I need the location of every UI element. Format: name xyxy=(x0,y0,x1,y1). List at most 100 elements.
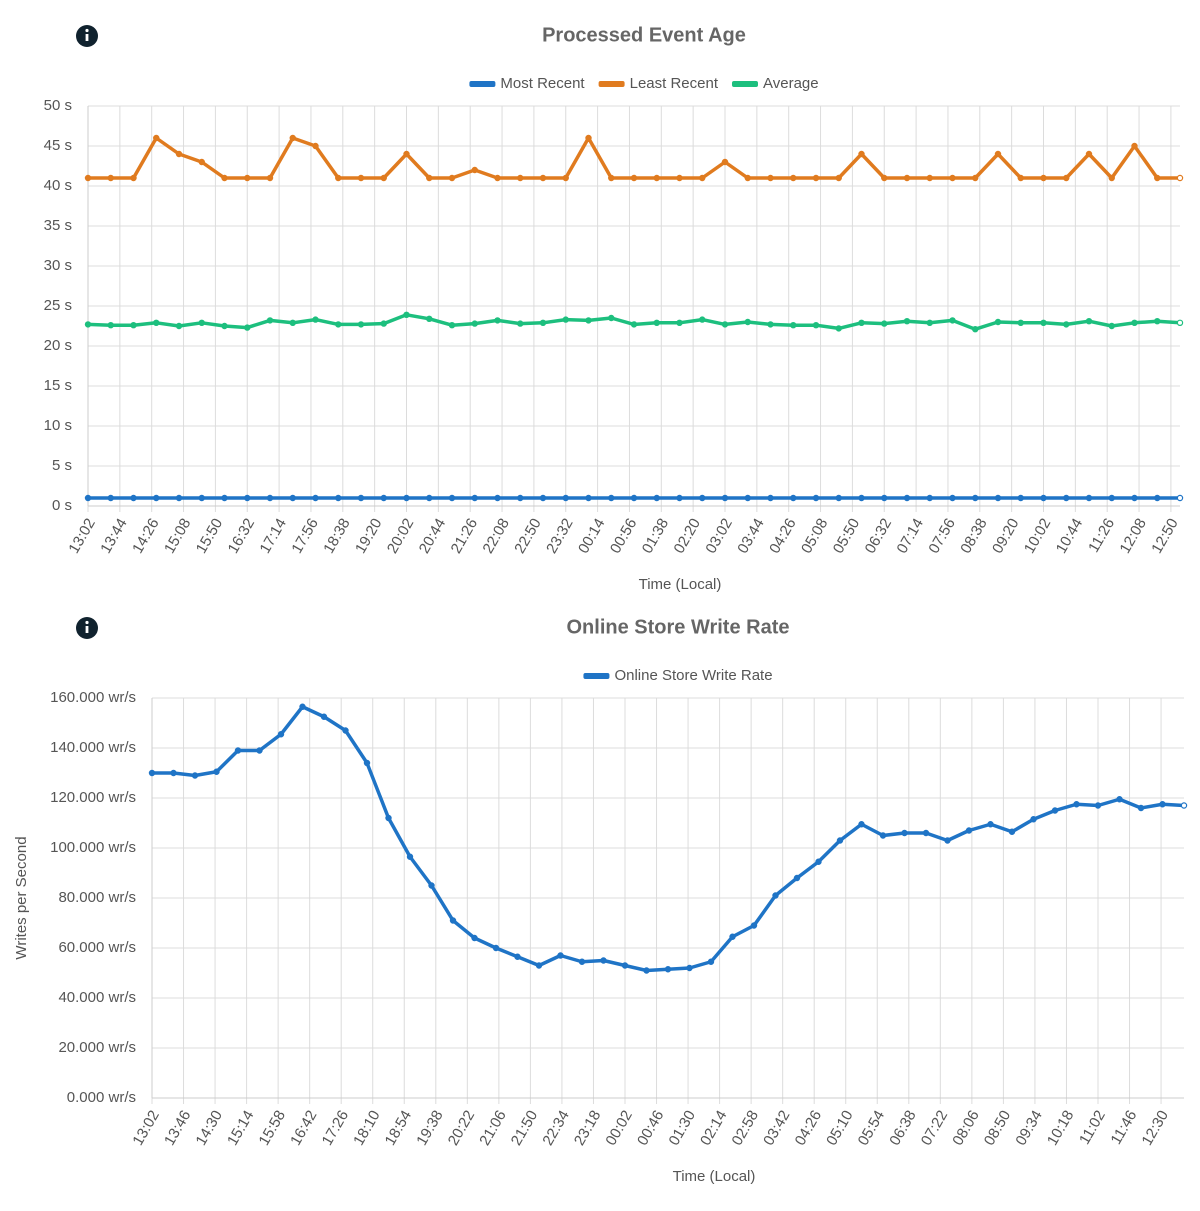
x-tick-label: 15:14 xyxy=(224,1107,257,1148)
x-tick-label: 17:26 xyxy=(319,1107,352,1148)
data-point xyxy=(707,958,715,965)
data-point xyxy=(608,314,615,322)
data-point xyxy=(686,964,693,972)
data-point xyxy=(448,494,456,502)
data-point xyxy=(562,316,569,323)
data-point xyxy=(772,892,779,899)
data-point xyxy=(403,311,410,318)
data-point xyxy=(949,174,956,182)
x-tick-label: 03:42 xyxy=(760,1107,793,1148)
x-tick-label: 19:38 xyxy=(413,1107,446,1148)
data-point xyxy=(357,494,365,502)
x-tick-label: 10:18 xyxy=(1044,1107,1077,1148)
data-point xyxy=(494,174,501,182)
data-point xyxy=(858,821,865,828)
legend-label: Average xyxy=(763,75,819,92)
x-tick-label: 00:46 xyxy=(634,1107,667,1148)
data-point xyxy=(1154,494,1161,502)
data-point xyxy=(608,174,615,182)
data-point xyxy=(1131,494,1138,502)
data-point xyxy=(1017,319,1024,326)
legend-swatch xyxy=(583,673,610,679)
data-point xyxy=(221,322,228,330)
data-point xyxy=(835,174,842,182)
x-tick-label: 11:02 xyxy=(1076,1107,1109,1147)
data-point xyxy=(266,317,274,324)
data-point xyxy=(492,944,500,952)
data-point xyxy=(221,174,228,182)
data-point xyxy=(812,494,820,502)
data-point xyxy=(494,494,501,502)
data-point xyxy=(744,318,751,326)
data-point xyxy=(130,494,137,502)
data-point xyxy=(600,957,607,964)
x-tick-label: 12:08 xyxy=(1116,515,1149,556)
data-point xyxy=(213,768,220,775)
data-point xyxy=(426,174,433,182)
x-tick-label: 06:32 xyxy=(862,515,895,556)
data-point xyxy=(643,967,650,974)
x-tick-label: 02:20 xyxy=(671,515,704,556)
data-point xyxy=(926,174,933,182)
chart-title: Processed Event Age xyxy=(542,24,746,46)
data-point xyxy=(289,134,296,142)
data-point xyxy=(881,494,888,502)
x-tick-label: 19:20 xyxy=(352,515,385,556)
x-tick-label: 18:54 xyxy=(382,1107,415,1148)
data-point xyxy=(1131,319,1138,326)
data-point xyxy=(858,150,865,158)
x-tick-label: 02:58 xyxy=(729,1107,762,1148)
data-point xyxy=(266,494,274,502)
y-tick-label: 160.000 wr/s xyxy=(50,689,136,706)
legend-item[interactable]: Average xyxy=(731,75,819,92)
data-point xyxy=(972,494,979,502)
data-point xyxy=(234,747,242,754)
data-point xyxy=(380,320,387,327)
y-tick-label: 5 s xyxy=(52,457,72,474)
y-tick-label: 50 s xyxy=(44,97,72,114)
data-point xyxy=(972,326,979,333)
y-tick-label: 140.000 wr/s xyxy=(50,739,136,756)
info-icon[interactable] xyxy=(76,617,98,639)
data-point xyxy=(342,727,349,734)
legend-swatch xyxy=(469,81,496,87)
data-point xyxy=(448,322,456,329)
data-point xyxy=(357,174,365,182)
y-tick-label: 100.000 wr/s xyxy=(50,839,136,856)
data-point xyxy=(922,829,930,837)
y-tick-label: 20 s xyxy=(44,337,72,354)
data-point xyxy=(380,494,387,502)
x-tick-label: 04:26 xyxy=(766,515,799,556)
legend-item[interactable]: Online Store Write Rate xyxy=(583,667,773,684)
data-point xyxy=(1063,174,1070,182)
data-point xyxy=(335,494,342,502)
info-icon[interactable] xyxy=(76,25,98,47)
x-tick-label: 00:02 xyxy=(602,1107,635,1148)
data-point xyxy=(881,320,888,327)
y-tick-label: 20.000 wr/s xyxy=(58,1039,136,1056)
data-point xyxy=(428,882,435,889)
legend-item[interactable]: Most Recent xyxy=(469,75,585,92)
data-point xyxy=(926,319,933,326)
chart-title: Online Store Write Rate xyxy=(566,616,789,638)
x-tick-label: 17:56 xyxy=(288,515,321,556)
data-point xyxy=(630,321,638,328)
data-point xyxy=(901,829,908,837)
data-point xyxy=(1154,174,1161,182)
data-point xyxy=(721,158,729,166)
data-point xyxy=(426,494,433,502)
legend-item[interactable]: Least Recent xyxy=(598,75,719,92)
data-point xyxy=(721,494,729,502)
x-tick-label: 15:08 xyxy=(161,515,194,556)
data-point xyxy=(621,962,629,969)
data-point xyxy=(221,494,228,502)
data-point xyxy=(767,174,774,182)
data-point xyxy=(198,319,205,326)
x-tick-label: 06:38 xyxy=(886,1107,919,1148)
x-tick-label: 20:44 xyxy=(416,515,449,556)
x-tick-label: 18:10 xyxy=(350,1107,383,1148)
data-point xyxy=(198,494,205,502)
x-tick-label: 13:46 xyxy=(161,1107,194,1148)
data-point xyxy=(1017,174,1024,182)
data-point xyxy=(699,494,706,502)
